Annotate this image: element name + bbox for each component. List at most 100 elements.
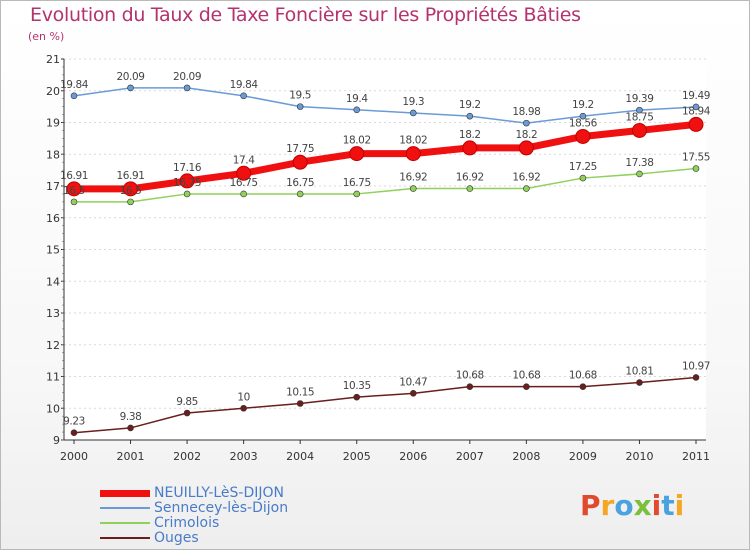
data-label: 10.35	[343, 380, 371, 392]
data-point	[579, 383, 587, 390]
legend-swatch	[100, 507, 150, 509]
data-point	[127, 198, 134, 206]
y-tick-label: 15	[46, 244, 60, 257]
data-point	[353, 190, 361, 198]
data-point	[66, 181, 82, 197]
data-label: 17.25	[569, 161, 597, 173]
data-label: 10.47	[399, 376, 427, 388]
data-label: 16.5	[63, 185, 85, 197]
data-label: 9.85	[176, 396, 198, 408]
data-label: 16.75	[173, 177, 201, 189]
data-label: 19.4	[346, 93, 368, 105]
data-label: 20.09	[173, 71, 201, 83]
data-point	[462, 140, 478, 156]
legend-swatch	[100, 537, 150, 539]
x-tick-label: 2007	[456, 450, 484, 463]
y-tick-label: 19	[46, 117, 60, 130]
data-label: 20.09	[117, 71, 145, 83]
data-label: 17.16	[173, 162, 202, 174]
brand-letter: i	[651, 489, 662, 522]
y-tick-label: 11	[46, 371, 60, 384]
data-point	[523, 185, 530, 192]
y-tick-label: 21	[46, 53, 60, 66]
data-label: 16.75	[343, 177, 371, 189]
data-label: 18.02	[343, 135, 371, 147]
y-tick-label: 18	[46, 148, 60, 161]
series-line	[74, 167, 697, 203]
y-tick-label: 16	[46, 212, 60, 225]
data-point	[409, 185, 417, 192]
data-point	[579, 112, 587, 120]
data-point	[466, 112, 474, 120]
brand-letter: i	[674, 489, 685, 522]
data-point	[631, 122, 647, 138]
data-point	[296, 190, 304, 198]
data-label: 16.92	[456, 172, 484, 184]
y-tick-label: 13	[46, 307, 60, 320]
x-tick-label: 2006	[399, 450, 427, 463]
series-line	[74, 120, 697, 193]
data-point	[240, 92, 247, 100]
y-unit-label: (en %)	[28, 30, 65, 43]
x-tick-label: 2011	[682, 450, 710, 463]
data-point	[409, 109, 417, 117]
data-point	[466, 383, 474, 390]
data-label: 16.92	[399, 172, 427, 184]
data-label: 10.97	[682, 360, 710, 372]
y-tick-label: 17	[46, 180, 60, 193]
data-point	[688, 116, 704, 132]
data-label: 10.81	[625, 366, 653, 378]
brand-letter: x	[633, 489, 652, 522]
data-label: 16.91	[60, 170, 88, 182]
data-label: 19.39	[625, 93, 653, 105]
y-tick-label: 20	[46, 85, 60, 98]
data-point	[296, 400, 304, 407]
data-point	[523, 383, 530, 390]
x-tick-label: 2008	[512, 450, 540, 463]
data-point	[405, 146, 421, 162]
x-tick-label: 2004	[286, 450, 314, 463]
data-label: 16.92	[512, 172, 540, 184]
legend-swatch	[100, 489, 150, 497]
data-point	[692, 374, 700, 381]
data-label: 16.75	[286, 177, 314, 189]
x-tick-label: 2009	[569, 450, 597, 463]
brand-letter: P	[580, 489, 601, 522]
series-line	[73, 376, 697, 434]
y-tick-label: 9	[53, 434, 60, 447]
data-point	[692, 165, 700, 172]
data-point	[70, 429, 78, 436]
brand-letter: t	[661, 489, 675, 522]
data-point	[240, 404, 247, 412]
y-tick-label: 10	[46, 402, 60, 415]
x-tick-label: 2003	[230, 450, 258, 463]
data-point	[296, 103, 304, 110]
data-point	[292, 154, 308, 170]
chart-title: Evolution du Taux de Taxe Foncière sur l…	[30, 4, 581, 26]
data-point	[127, 424, 134, 432]
data-label: 19.2	[459, 99, 481, 111]
data-point	[353, 106, 361, 114]
x-tick-label: 2002	[173, 450, 201, 463]
data-point	[70, 198, 78, 206]
data-label: 18.75	[625, 111, 653, 123]
data-point	[179, 173, 195, 189]
data-label: 16.75	[230, 177, 258, 189]
legend-swatch	[100, 522, 150, 524]
brand-letter: o	[614, 489, 634, 522]
legend-label: Sennecey-lès-Dijon	[154, 500, 289, 516]
data-point	[349, 146, 365, 162]
data-label: 9.23	[63, 416, 85, 428]
data-label: 18.98	[512, 106, 540, 118]
data-point	[518, 140, 534, 156]
brand-logo: Proxiti	[580, 489, 684, 522]
x-tick-label: 2001	[117, 450, 145, 463]
data-label: 17.4	[233, 154, 255, 166]
data-label: 10	[237, 391, 250, 403]
data-label: 19.49	[682, 90, 710, 102]
data-label: 9.38	[120, 411, 142, 423]
x-tick-label: 2010	[625, 450, 653, 463]
series-line	[73, 87, 697, 124]
brand-letter: r	[600, 489, 615, 522]
